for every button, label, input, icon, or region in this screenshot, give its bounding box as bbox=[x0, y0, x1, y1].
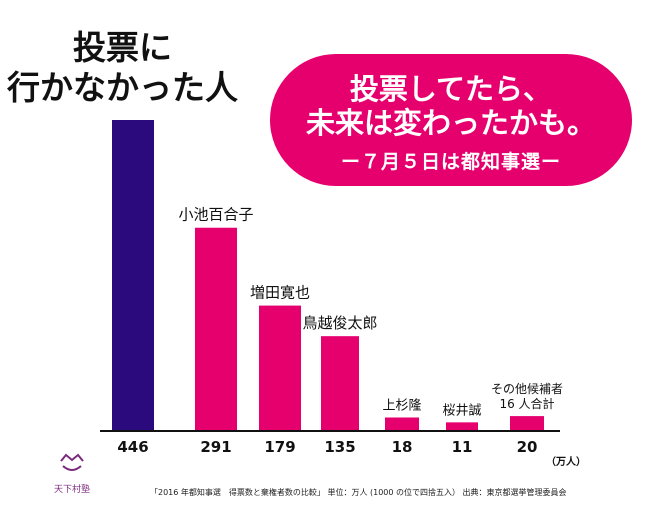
category-label-2: 増田寛也 bbox=[250, 284, 310, 302]
bar-6 bbox=[510, 416, 544, 430]
category-label-5: 桜井誠 bbox=[442, 403, 481, 418]
nonvoter-title-line-1: 投票に bbox=[73, 28, 172, 67]
category-label-6-0: その他候補者 bbox=[491, 382, 563, 396]
bar-0 bbox=[112, 120, 154, 430]
category-label-6-1: 16 人合計 bbox=[499, 396, 554, 411]
callout-bubble: 投票してたら、 未来は変わったかも。 ー７月５日は都知事選ー bbox=[270, 54, 632, 186]
value-label-4: 18 bbox=[392, 438, 413, 456]
callout-line-1: 投票してたら、 bbox=[349, 72, 553, 106]
source-footer: 「2016 年都知事選 得票数と棄権者数の比較」 単位：万人 (1000 の位で… bbox=[150, 488, 567, 497]
nonvoter-title-line-2: 行かなかった人 bbox=[7, 68, 238, 107]
bar-1 bbox=[195, 227, 237, 430]
category-label-3: 鳥越俊太郎 bbox=[302, 314, 377, 332]
bar-4 bbox=[385, 417, 419, 430]
bar-2 bbox=[259, 305, 301, 430]
logo-text: 天下村塾 bbox=[53, 485, 90, 495]
smile-crown-icon bbox=[60, 453, 84, 471]
value-label-2: 179 bbox=[264, 438, 295, 456]
bar-3 bbox=[321, 336, 359, 430]
callout-line-2: 未来は変わったかも。 bbox=[305, 106, 596, 140]
value-label-1: 291 bbox=[200, 438, 231, 456]
value-label-6: 20 bbox=[517, 438, 538, 456]
unit-label: （万人） bbox=[546, 455, 586, 468]
value-label-0: 446 bbox=[117, 438, 148, 456]
callout-election-date: ー７月５日は都知事選ー bbox=[340, 151, 561, 173]
value-label-3: 135 bbox=[324, 438, 355, 456]
logo: 天下村塾 bbox=[42, 452, 102, 495]
value-label-5: 11 bbox=[452, 438, 473, 456]
bar-5 bbox=[446, 422, 478, 430]
category-label-1: 小池百合子 bbox=[178, 206, 253, 224]
category-label-4: 上杉隆 bbox=[382, 398, 421, 413]
